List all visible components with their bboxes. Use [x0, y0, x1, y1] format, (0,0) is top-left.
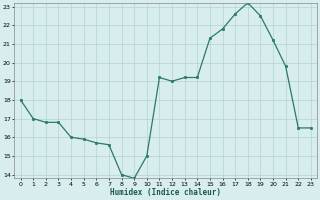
X-axis label: Humidex (Indice chaleur): Humidex (Indice chaleur): [110, 188, 221, 197]
